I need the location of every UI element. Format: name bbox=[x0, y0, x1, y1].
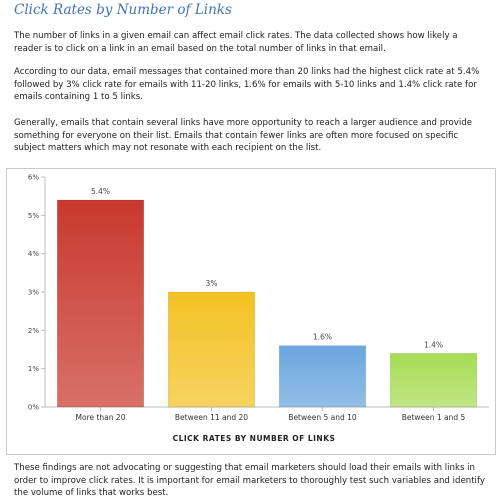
y-tick-label: 5% bbox=[28, 212, 39, 220]
bar bbox=[167, 291, 256, 408]
y-tick-label: 3% bbox=[28, 289, 39, 297]
bar bbox=[278, 345, 367, 408]
y-tick-label: 2% bbox=[28, 327, 39, 335]
analysis-paragraph: Generally, emails that contain several l… bbox=[14, 118, 473, 154]
page-title: Click Rates by Number of Links bbox=[14, 2, 232, 18]
bar-chart: 0% 1% 2% 3% 4% 5% 6% 5.4% More than 20 3% Between… bbox=[28, 174, 489, 443]
bar-value-label: 3% bbox=[206, 279, 218, 288]
chart-container: 0% 1% 2% 3% 4% 5% 6% 5.4% More than 20 3% Between… bbox=[6, 168, 496, 455]
x-axis-title: CLICK RATES BY NUMBER OF LINKS bbox=[173, 434, 336, 443]
data-summary-paragraph: According to our data, email messages th… bbox=[14, 67, 480, 103]
y-tick-label: 6% bbox=[28, 174, 39, 182]
conclusion-paragraph: These findings are not advocating or sug… bbox=[14, 463, 485, 499]
bar-value-label: 1.6% bbox=[313, 333, 332, 342]
bar-value-label: 1.4% bbox=[424, 340, 443, 349]
category-label: Between 1 and 5 bbox=[402, 413, 466, 422]
intro-paragraph: The number of links in a given email can… bbox=[14, 31, 458, 54]
y-tick-label: 0% bbox=[28, 404, 39, 412]
bar bbox=[389, 353, 478, 408]
bar bbox=[56, 199, 145, 408]
category-label: Between 5 and 10 bbox=[288, 413, 357, 422]
category-label: More than 20 bbox=[76, 413, 126, 422]
category-label: Between 11 and 20 bbox=[175, 413, 248, 422]
chart-bars bbox=[56, 199, 478, 408]
y-tick-label: 1% bbox=[28, 365, 39, 373]
chart-labels: 5.4% More than 20 3% Between 11 and 20 1.6% B… bbox=[76, 187, 466, 422]
y-tick-label: 4% bbox=[28, 250, 39, 258]
bar-value-label: 5.4% bbox=[91, 187, 110, 196]
